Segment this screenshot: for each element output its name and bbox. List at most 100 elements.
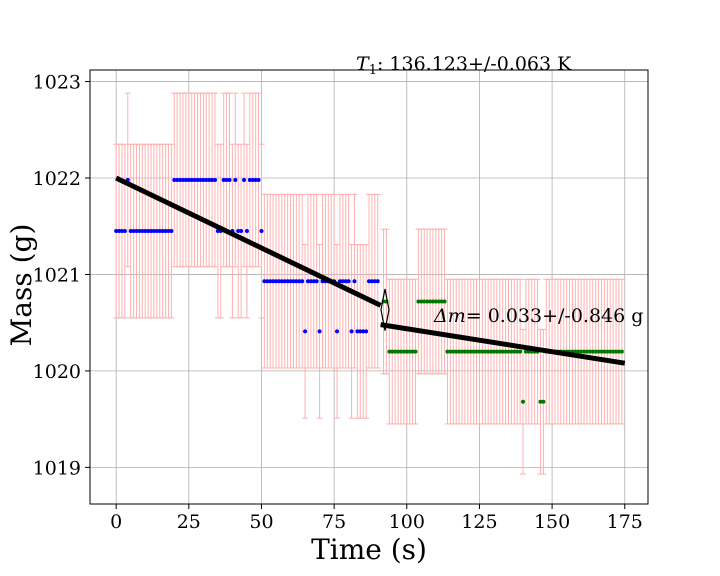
data-point xyxy=(407,349,412,354)
data-point xyxy=(573,349,578,354)
data-point xyxy=(500,349,505,354)
data-point xyxy=(305,279,310,284)
data-point xyxy=(593,349,598,354)
data-point xyxy=(358,329,363,334)
data-point xyxy=(183,177,188,182)
data-point xyxy=(134,229,139,234)
data-point xyxy=(398,349,403,354)
data-point xyxy=(317,329,322,334)
data-point xyxy=(489,349,494,354)
data-point xyxy=(608,349,613,354)
data-point xyxy=(602,349,607,354)
data-point xyxy=(396,349,401,354)
data-point xyxy=(192,177,197,182)
data-point xyxy=(236,229,241,234)
data-point xyxy=(131,229,136,234)
data-point xyxy=(268,279,273,284)
data-point xyxy=(250,177,255,182)
data-point xyxy=(335,329,340,334)
x-tick-label: 50 xyxy=(249,511,273,533)
data-point xyxy=(401,349,406,354)
x-tick-label: 0 xyxy=(110,511,122,533)
data-point xyxy=(297,279,302,284)
data-point xyxy=(579,349,584,354)
data-point xyxy=(587,349,592,354)
y-tick-label: 1019 xyxy=(33,457,81,479)
data-point xyxy=(175,177,180,182)
data-point xyxy=(151,229,156,234)
error-bars xyxy=(113,92,625,475)
data-point xyxy=(439,299,444,304)
data-point xyxy=(311,279,316,284)
data-point xyxy=(474,349,479,354)
fit-line-after xyxy=(380,322,626,366)
data-point xyxy=(300,279,305,284)
data-point xyxy=(486,349,491,354)
data-point xyxy=(433,299,438,304)
data-point xyxy=(393,349,398,354)
data-point xyxy=(422,299,427,304)
data-point xyxy=(445,349,450,354)
data-point xyxy=(253,177,258,182)
data-point xyxy=(503,349,508,354)
data-point xyxy=(265,279,270,284)
data-point xyxy=(361,329,366,334)
temperature-value: : 136.123+/-0.063 K xyxy=(377,53,572,75)
delta-m-annotation: Δm= 0.033+/-0.846 g xyxy=(433,305,643,327)
data-point xyxy=(590,349,595,354)
x-tick-label: 175 xyxy=(607,511,643,533)
data-point xyxy=(242,177,247,182)
data-point xyxy=(340,279,345,284)
data-point xyxy=(346,279,351,284)
data-point xyxy=(584,349,589,354)
data-point xyxy=(178,177,183,182)
data-point xyxy=(483,349,488,354)
data-point xyxy=(308,279,313,284)
data-point xyxy=(509,349,514,354)
data-point xyxy=(285,279,290,284)
data-point xyxy=(160,229,165,234)
y-axis-label: Mass (g) xyxy=(5,224,38,347)
x-tick-label: 150 xyxy=(534,511,570,533)
data-point xyxy=(262,279,267,284)
data-point xyxy=(416,299,421,304)
data-point xyxy=(337,279,342,284)
x-tick-label: 100 xyxy=(389,511,425,533)
data-point xyxy=(375,279,380,284)
data-point xyxy=(166,229,171,234)
data-point xyxy=(355,329,360,334)
data-point xyxy=(616,349,621,354)
data-point xyxy=(372,279,377,284)
data-point xyxy=(244,229,249,234)
data-point xyxy=(247,177,252,182)
data-point xyxy=(576,349,581,354)
data-point xyxy=(369,279,374,284)
data-point xyxy=(471,349,476,354)
data-point xyxy=(596,349,601,354)
data-point xyxy=(181,177,185,182)
data-point xyxy=(497,349,502,354)
data-point xyxy=(117,229,122,234)
x-axis-label: Time (s) xyxy=(311,533,427,566)
data-point xyxy=(114,229,119,234)
data-point xyxy=(233,177,238,182)
data-point xyxy=(303,329,308,334)
temperature-annotation: T1: 136.123+/-0.063 K xyxy=(356,53,572,78)
y-axis-ticks: 1019 1020 1021 1022 1023 xyxy=(33,72,90,479)
data-point xyxy=(367,279,371,284)
data-point xyxy=(582,349,587,354)
data-point xyxy=(462,349,467,354)
data-point xyxy=(541,399,546,404)
data-point xyxy=(494,349,499,354)
x-tick-label: 25 xyxy=(177,511,201,533)
data-point xyxy=(149,229,154,234)
data-point xyxy=(404,349,409,354)
data-point xyxy=(279,279,284,284)
temperature-subscript: 1 xyxy=(369,63,377,78)
data-point xyxy=(477,349,482,354)
data-point xyxy=(419,299,424,304)
y-tick-label: 1022 xyxy=(33,168,81,190)
data-point xyxy=(172,177,177,182)
plot-frame xyxy=(89,69,649,505)
